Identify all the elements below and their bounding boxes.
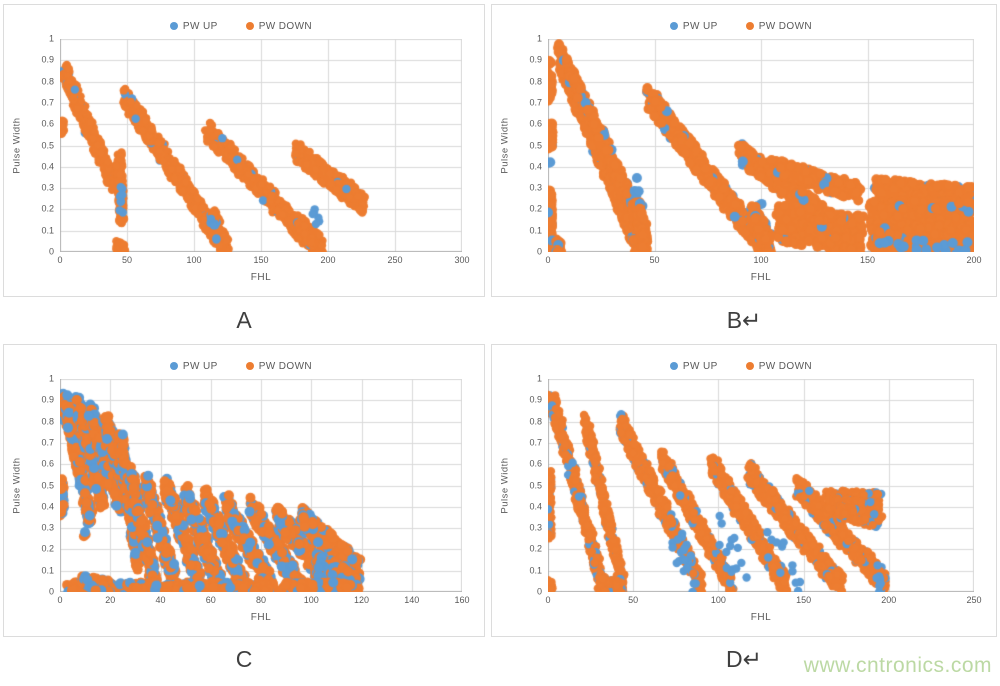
chart-d: PW UP PW DOWN Pulse Width 0 0.1 0.2 0.3 0.4 0… bbox=[491, 344, 997, 637]
panel-caption-b: B↵ bbox=[726, 307, 762, 333]
legend-item-pw-down: PW DOWN bbox=[745, 20, 813, 32]
scatter-canvas bbox=[60, 39, 462, 252]
chart-a: PW UP PW DOWN Pulse Width 0 0.1 0.2 0.3 0.4 0… bbox=[3, 4, 485, 297]
pw-down-marker-icon bbox=[245, 362, 254, 370]
y-axis-ticks: 0 0.1 0.2 0.3 0.4 0.5 0.6 0.7 0.8 0.9 1 bbox=[529, 373, 542, 597]
chart-panel-d: PW UP PW DOWN Pulse Width 0 0.1 0.2 0.3 0.4 0… bbox=[491, 344, 997, 682]
pw-down-marker-icon bbox=[745, 22, 754, 30]
x-axis-title: FHL bbox=[750, 272, 772, 283]
pw-up-marker-icon bbox=[169, 362, 178, 370]
legend-label-pw-up: PW UP bbox=[682, 20, 718, 32]
legend-item-pw-up: PW UP bbox=[169, 360, 218, 372]
plot-area bbox=[548, 379, 974, 592]
panel-caption-a: A bbox=[236, 307, 252, 333]
x-axis-ticks: 0 50 100 150 200 bbox=[545, 255, 982, 265]
legend: PW UP PW DOWN bbox=[498, 13, 984, 39]
legend-label-pw-up: PW UP bbox=[182, 20, 218, 32]
y-axis-ticks: 0 0.1 0.2 0.3 0.4 0.5 0.6 0.7 0.8 0.9 1 bbox=[41, 33, 54, 257]
scatter-canvas bbox=[60, 379, 462, 592]
legend-label-pw-up: PW UP bbox=[182, 360, 218, 372]
plot-area bbox=[60, 39, 462, 252]
x-axis-title: FHL bbox=[250, 612, 272, 623]
chart-panel-a: PW UP PW DOWN Pulse Width 0 0.1 0.2 0.3 0.4 0… bbox=[3, 4, 485, 344]
scatter-canvas bbox=[548, 39, 974, 252]
legend-label-pw-up: PW UP bbox=[682, 360, 718, 372]
panel-caption-c: C bbox=[235, 646, 253, 672]
chart-c: PW UP PW DOWN Pulse Width 0 0.1 0.2 0.3 0.4 0… bbox=[3, 344, 485, 637]
x-axis-title: FHL bbox=[750, 612, 772, 623]
pw-up-marker-icon bbox=[669, 362, 678, 370]
legend: PW UP PW DOWN bbox=[10, 353, 472, 379]
chart-panel-b: PW UP PW DOWN Pulse Width 0 0.1 0.2 0.3 0.4 0… bbox=[491, 4, 997, 344]
pw-up-marker-icon bbox=[169, 22, 178, 30]
legend: PW UP PW DOWN bbox=[10, 13, 472, 39]
legend: PW UP PW DOWN bbox=[498, 353, 984, 379]
legend-label-pw-down: PW DOWN bbox=[258, 20, 313, 32]
panel-caption-d: D↵ bbox=[726, 646, 762, 672]
plot-area bbox=[548, 39, 974, 252]
legend-item-pw-down: PW DOWN bbox=[245, 20, 313, 32]
pw-down-marker-icon bbox=[245, 22, 254, 30]
watermark: www.cntronics.com bbox=[803, 654, 992, 677]
legend-label-pw-down: PW DOWN bbox=[258, 360, 313, 372]
y-axis-title: Pulse Width bbox=[11, 457, 23, 514]
scatter-canvas bbox=[548, 379, 974, 592]
chart-b: PW UP PW DOWN Pulse Width 0 0.1 0.2 0.3 0.4 0… bbox=[491, 4, 997, 297]
legend-item-pw-down: PW DOWN bbox=[245, 360, 313, 372]
y-axis-title: Pulse Width bbox=[499, 457, 511, 514]
y-axis-ticks: 0 0.1 0.2 0.3 0.4 0.5 0.6 0.7 0.8 0.9 1 bbox=[529, 33, 542, 257]
y-axis-title: Pulse Width bbox=[11, 117, 23, 174]
y-axis-title: Pulse Width bbox=[499, 117, 511, 174]
chart-panel-c: PW UP PW DOWN Pulse Width 0 0.1 0.2 0.3 0.4 0… bbox=[3, 344, 485, 682]
legend-item-pw-up: PW UP bbox=[669, 20, 718, 32]
legend-label-pw-down: PW DOWN bbox=[758, 20, 813, 32]
plot-area bbox=[60, 379, 462, 592]
legend-item-pw-down: PW DOWN bbox=[745, 360, 813, 372]
pw-down-marker-icon bbox=[745, 362, 754, 370]
legend-label-pw-down: PW DOWN bbox=[758, 360, 813, 372]
x-axis-ticks: 0 50 100 150 200 250 300 bbox=[57, 255, 470, 265]
x-axis-title: FHL bbox=[250, 272, 272, 283]
legend-item-pw-up: PW UP bbox=[669, 360, 718, 372]
y-axis-ticks: 0 0.1 0.2 0.3 0.4 0.5 0.6 0.7 0.8 0.9 1 bbox=[41, 373, 54, 597]
legend-item-pw-up: PW UP bbox=[169, 20, 218, 32]
x-axis-ticks: 0 20 40 60 80 100 120 140 160 bbox=[57, 595, 470, 605]
x-axis-ticks: 0 50 100 150 200 250 bbox=[545, 595, 982, 605]
pw-up-marker-icon bbox=[669, 22, 678, 30]
